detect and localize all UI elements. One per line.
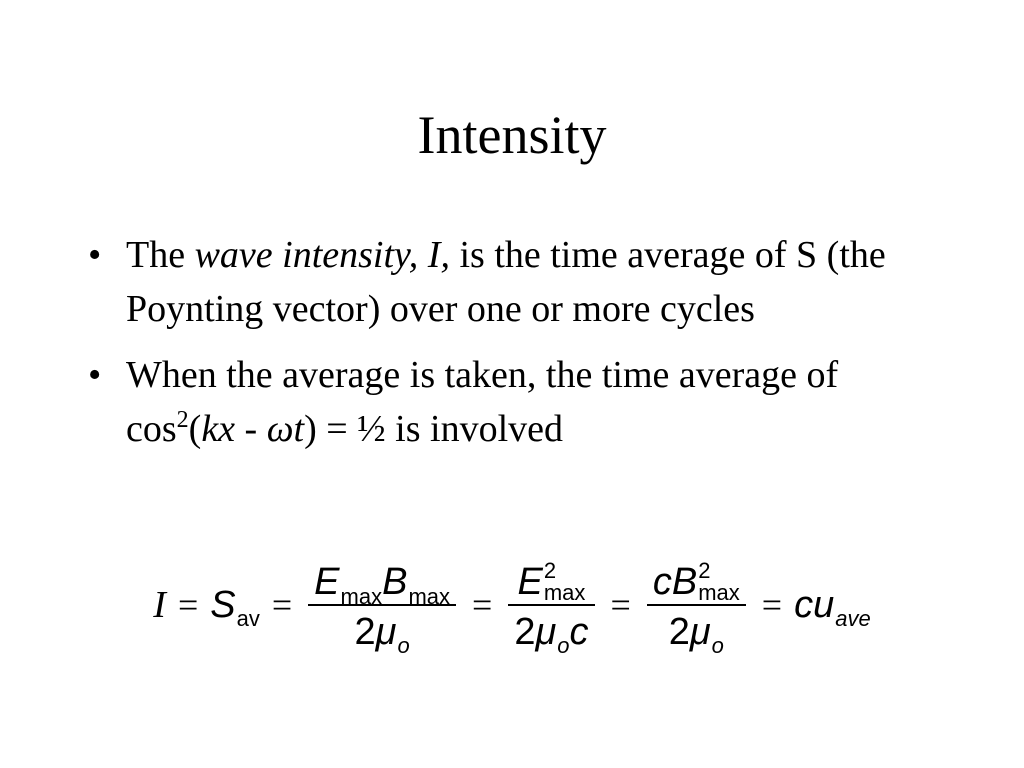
bullet-list: • The wave intensity, I, is the time aver…: [88, 228, 938, 468]
bullet-marker: •: [88, 354, 102, 396]
text-run: ) = ½ is involved: [304, 408, 564, 450]
text-run: is the time average of S (the Poynting v…: [126, 234, 886, 330]
math-symbol: 2: [514, 611, 535, 654]
math-sub: o: [397, 633, 410, 658]
math-sub: max: [340, 583, 383, 609]
fraction-bar: [646, 604, 746, 606]
math-base: I: [153, 584, 166, 626]
math-base: 2: [514, 610, 536, 653]
math-symbol: I: [153, 583, 166, 627]
math-sup: 2: [698, 558, 711, 583]
math-base: 2: [354, 610, 376, 653]
slide-title: Intensity: [417, 105, 607, 165]
math-symbol: B 2 max: [672, 560, 740, 604]
math-sub: max: [408, 583, 451, 609]
math-base: B: [382, 561, 408, 603]
math-sub: o: [557, 633, 570, 658]
math-base: E: [314, 561, 340, 603]
math-base: cu: [794, 583, 835, 626]
text-run: wave intensity, I,: [194, 234, 450, 276]
math-sub: o: [711, 633, 724, 658]
math-scripts: 2 max: [544, 560, 586, 604]
math-sup: 2: [543, 558, 557, 583]
text-run: -: [235, 408, 267, 450]
text-run: When the average is taken, the time aver…: [126, 354, 839, 450]
math-base: 2: [668, 610, 690, 653]
math-base: μ: [375, 610, 397, 653]
text-run: (: [188, 408, 202, 450]
fraction-bar: [508, 604, 595, 606]
math-symbol: 2: [354, 611, 375, 654]
fraction: c B 2 max 2 μ o: [646, 552, 746, 659]
math-symbol: 2: [669, 611, 690, 654]
math-sub: max: [543, 580, 586, 605]
math-base: c: [569, 610, 589, 653]
bullet-item: • When the average is taken, the time ave…: [88, 348, 938, 456]
math-operator: =: [610, 585, 631, 625]
math-base: E: [517, 560, 543, 603]
math-sub: max: [698, 580, 740, 605]
math-sub: ave: [835, 606, 871, 631]
math-base: μ: [535, 610, 557, 653]
math-operator: =: [761, 585, 783, 625]
math-operator: =: [271, 585, 293, 625]
math-operator: =: [472, 585, 493, 625]
text-run: 2: [176, 407, 189, 433]
math-symbol: cu ave: [794, 583, 871, 632]
fraction: E 2 max 2 μ o c: [508, 552, 595, 659]
math-symbol: c: [653, 561, 672, 604]
math-scripts: 2 max: [698, 560, 740, 604]
bullet-item: • The wave intensity, I, is the time aver…: [88, 228, 938, 336]
math-base: S: [210, 583, 236, 626]
fraction-bar: [308, 604, 457, 606]
math-sub: av: [236, 606, 260, 631]
math-base: μ: [689, 610, 711, 653]
text-run: kx: [201, 408, 236, 450]
math-base: c: [652, 561, 672, 603]
text-run: ωt: [266, 408, 305, 450]
text-run: The: [126, 234, 195, 276]
bullet-marker: •: [88, 234, 102, 276]
math-base: B: [671, 560, 698, 603]
math-operator: =: [177, 585, 199, 625]
math-symbol: E 2 max: [517, 560, 585, 604]
numerator: E 2 max: [511, 552, 591, 604]
numerator: c B 2 max: [647, 552, 746, 604]
math-symbol: c: [570, 611, 589, 654]
